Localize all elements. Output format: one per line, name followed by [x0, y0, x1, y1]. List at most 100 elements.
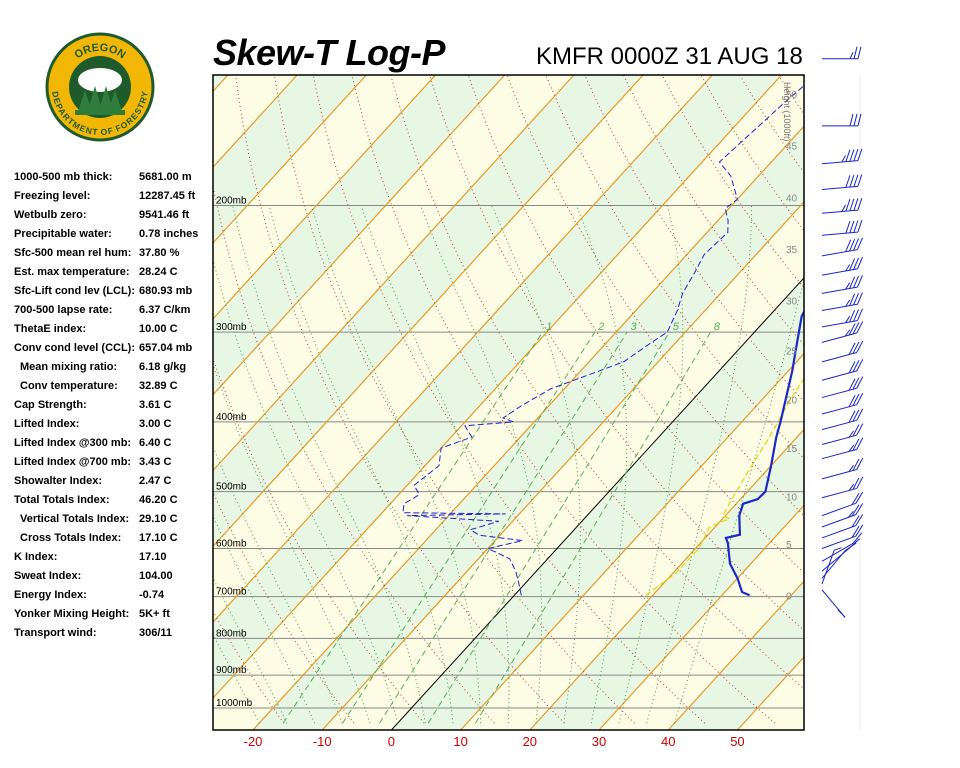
index-row: Vertical Totals Index: 29.10 C: [14, 510, 214, 529]
wind-barb-feather: [834, 547, 842, 551]
wind-barb-feather: [853, 220, 859, 233]
wind-barb-staff: [821, 514, 856, 528]
wind-barb-feather: [855, 491, 864, 504]
wind-barb-feather: [848, 464, 855, 472]
dewpoint-trace: [402, 85, 804, 596]
pressure-level-label: 900mb: [216, 665, 247, 676]
wind-barb-feather: [849, 198, 855, 211]
index-row: Wetbulb zero: 9541.46 ft: [14, 206, 214, 225]
pressure-level-label: 200mb: [216, 196, 247, 207]
wind-barb-staff: [821, 549, 835, 585]
wind-barb-feather: [845, 175, 851, 188]
index-row: Lifted Index @300 mb: 6.40 C: [14, 434, 214, 453]
isotherm-line: [213, 75, 367, 244]
wind-barb: [821, 197, 863, 214]
index-row: Showalter Index: 2.47 C: [14, 472, 214, 491]
wind-barb-feather: [845, 221, 851, 234]
index-value: -0.74: [139, 589, 165, 601]
dry-adiabat: [213, 721, 215, 724]
index-row: 1000-500 mb thick: 5681.00 m: [14, 168, 214, 187]
wind-barb-feather: [852, 393, 860, 406]
pressure-level-label: 800mb: [216, 628, 247, 639]
wind-barb-feather: [857, 174, 863, 187]
wind-barb-staff: [821, 419, 857, 431]
wind-barb-feather: [852, 424, 860, 437]
wind-barb-staff: [821, 332, 857, 343]
height-tick-label: 40: [786, 194, 798, 205]
dry-adiabat: [351, 75, 776, 724]
wind-barb: [821, 308, 863, 328]
wind-barb-staff: [821, 185, 858, 190]
isotherm-line: [213, 75, 782, 699]
wind-barb-feather: [849, 51, 854, 59]
index-label: Lifted Index @700 mb:: [14, 456, 132, 468]
dry-adiabat: [909, 0, 960, 723]
temperature-trace: [724, 309, 804, 597]
index-value: 37.80 %: [139, 247, 180, 259]
wind-barb-feather: [853, 292, 860, 306]
wind-barb-feather: [853, 113, 858, 127]
index-label: Est. max temperature:: [14, 266, 130, 278]
index-value: 17.10 C: [139, 532, 178, 544]
moist-adiabat: [213, 445, 343, 724]
index-value: 9541.46 ft: [139, 209, 190, 221]
wind-barb: [821, 476, 864, 499]
wind-barb: [822, 113, 862, 127]
wind-barb-feather: [851, 504, 860, 517]
wind-barb-feather: [856, 437, 864, 450]
index-label: Showalter Index:: [14, 475, 103, 487]
wind-barb-feather: [856, 340, 864, 353]
index-label: Lifted Index @300 mb:: [14, 437, 132, 449]
mixing-ratio-line: [378, 331, 628, 724]
isotherm-line: [252, 125, 804, 730]
wind-barb: [821, 359, 864, 381]
wind-barb: [821, 148, 863, 165]
isotherm-line: [0, 75, 20, 730]
pressure-level-label: 1000mb: [216, 698, 253, 709]
dry-adiabat: [273, 75, 635, 724]
index-label: 700-500 lapse rate:: [14, 304, 113, 316]
dry-adiabat: [622, 75, 804, 346]
wind-barb-feather: [852, 409, 860, 422]
index-value: 3.61 C: [139, 399, 172, 411]
wind-barb-staff: [821, 535, 856, 549]
wind-barb-feather: [848, 430, 855, 438]
wind-barb-feather: [855, 503, 864, 515]
wind-barb-feather: [849, 238, 856, 252]
wind-barb-feather: [845, 239, 852, 252]
index-value: 306/11: [139, 627, 173, 639]
wind-barb-staff: [821, 370, 857, 381]
index-value: 12287.45 ft: [139, 190, 196, 202]
wind-barb-feather: [844, 329, 851, 337]
wind-barb-feather: [841, 155, 846, 163]
index-label: Total Totals Index:: [14, 494, 110, 506]
isotherm-line: [529, 428, 804, 730]
wind-barb-staff: [821, 352, 857, 363]
index-row: Total Totals Index: 46.20 C: [14, 491, 214, 510]
index-row: Sfc-Lift cond lev (LCL): 680.93 mb: [14, 282, 214, 301]
index-label: Sweat Index:: [14, 570, 82, 582]
index-row: Sweat Index: 104.00: [14, 567, 214, 586]
wind-barb-feather: [848, 342, 856, 355]
index-row: Conv cond level (CCL): 657.04 mb: [14, 339, 214, 358]
wind-barb-feather: [849, 174, 855, 188]
index-value: 6.37 C/km: [139, 304, 191, 316]
index-value: 6.40 C: [139, 437, 172, 449]
wind-barb: [821, 392, 864, 415]
mixing-ratio-line: [427, 331, 671, 724]
moist-adiabat: [618, 205, 684, 724]
index-row: Energy Index: -0.74: [14, 586, 214, 605]
wind-barb-feather: [853, 238, 860, 251]
wind-barb-feather: [852, 377, 860, 390]
temperature-tick-label: 20: [523, 734, 537, 749]
mixing-ratio-label: 2: [597, 321, 604, 333]
wind-barb-feather: [856, 392, 864, 405]
wind-barb-feather: [852, 458, 860, 471]
height-tick-label: 30: [786, 296, 798, 307]
temperature-tick-label: -10: [313, 734, 332, 749]
wind-barb: [821, 408, 864, 431]
wind-barb-feather: [851, 526, 860, 538]
page-title: Skew-T Log-P: [213, 32, 446, 73]
wind-barb-staff: [821, 209, 858, 214]
